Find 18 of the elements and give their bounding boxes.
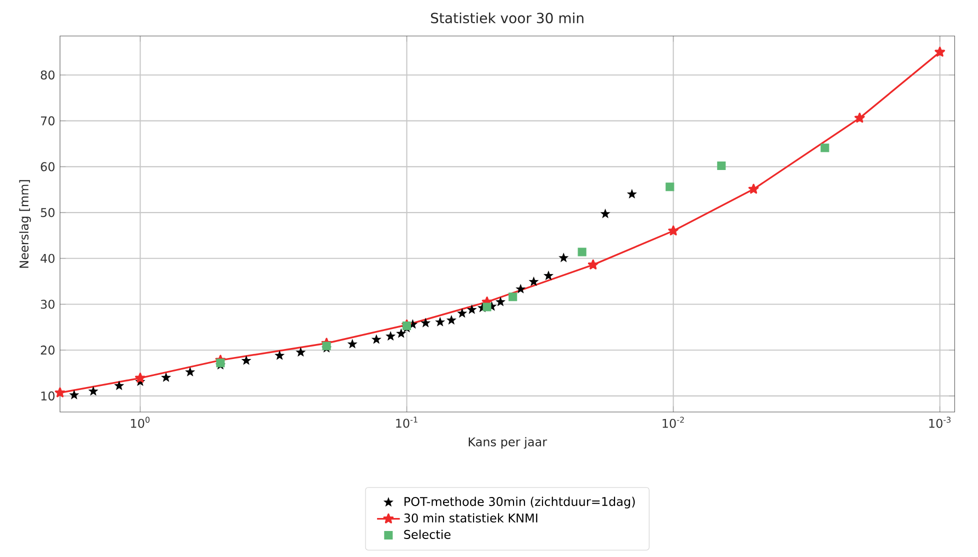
y-tick-label: 10 <box>41 391 54 400</box>
chart-title: Statistiek voor 30 min <box>431 12 584 24</box>
y-axis-title: Neerslag [mm] <box>19 180 31 268</box>
x-tick-label: 10$^{-3}$ <box>929 416 951 428</box>
legend-label: 30 min statistiek KNMI <box>404 513 538 523</box>
y-tick-label: 20 <box>40 346 54 355</box>
legend-label: Selectie <box>404 530 450 539</box>
x-axis-title: Kans per jaar <box>468 437 548 449</box>
x-tick-label: 10$^{-2}$ <box>662 416 684 428</box>
y-tick-label: 80 <box>40 70 54 80</box>
y-tick-label: 70 <box>41 116 54 126</box>
y-tick-label: 60 <box>40 162 54 172</box>
y-tick-label: 30 <box>40 300 54 309</box>
y-tick-label: 50 <box>40 208 54 218</box>
y-tick-label: 40 <box>40 254 54 263</box>
x-tick-label: 10$^{0}$ <box>131 416 150 428</box>
legend-label: POT-methode 30min (zichtduur=1dag) <box>404 496 635 508</box>
x-tick-label: 10$^{-1}$ <box>396 416 418 428</box>
